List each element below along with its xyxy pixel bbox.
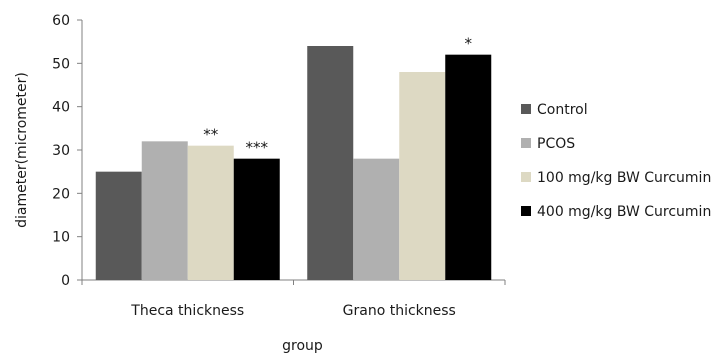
significance-marker: *** [246,139,269,157]
legend-label: 400 mg/kg BW Curcumin [537,204,711,220]
legend-swatch [521,172,531,182]
legend-swatch [521,206,531,216]
legend-label: Control [537,102,588,118]
legend-label: PCOS [537,136,575,152]
x-tick-label: Grano thickness [343,303,456,319]
y-tick-label: 50 [52,56,70,72]
bar [307,46,354,280]
bar [353,158,400,280]
y-tick-label: 0 [61,273,70,289]
y-tick-label: 10 [52,230,70,246]
y-tick-label: 30 [52,143,70,159]
significance-marker: ** [203,126,219,144]
significance-marker: * [465,35,473,53]
legend-label: 100 mg/kg BW Curcumin [537,170,711,186]
bar [187,145,234,280]
y-tick-label: 60 [52,13,70,29]
x-tick-label: Theca thickness [130,303,244,319]
bar [141,141,188,280]
legend-swatch [521,104,531,114]
y-axis-label: diameter(micrometer) [14,72,30,228]
legend-swatch [521,138,531,148]
bar [95,171,142,280]
y-tick-label: 20 [52,186,70,202]
y-tick-label: 40 [52,100,70,116]
bar [445,54,492,280]
bar [399,72,446,280]
x-axis-label: group [282,338,323,354]
bar [233,158,280,280]
